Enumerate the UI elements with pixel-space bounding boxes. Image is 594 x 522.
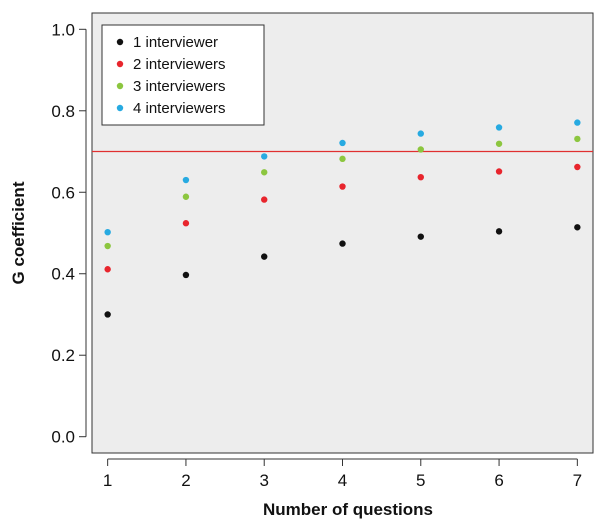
y-axis: 0.0 0.2 0.4 0.6 0.8 1.0 <box>51 20 87 447</box>
data-point-series-1-x-6 <box>495 228 503 235</box>
data-point-series-2-x-5 <box>417 173 424 181</box>
y-tick-label: 0.4 <box>51 265 75 284</box>
x-axis-title: Number of questions <box>263 500 433 519</box>
data-point-series-2-x-3 <box>261 196 268 203</box>
x-tick-label: 5 <box>416 471 425 490</box>
data-point-series-1-x-4 <box>339 240 346 247</box>
legend-box <box>101 24 265 126</box>
legend-label: 4 interviewers <box>133 100 226 117</box>
data-point-series-2-x-6 <box>495 168 503 175</box>
data-point-series-3-x-3 <box>261 169 268 176</box>
data-point-series-4-x-4 <box>339 139 346 147</box>
data-point-series-3-x-1 <box>104 242 111 250</box>
data-point-series-4-x-1 <box>104 228 111 236</box>
x-tick-label: 4 <box>338 471 347 490</box>
legend-marker <box>116 82 124 90</box>
data-point-series-3-x-6 <box>495 140 503 147</box>
x-axis: 1 2 3 4 5 6 7 <box>103 458 582 490</box>
x-tick-label: 6 <box>494 471 503 490</box>
x-tick-label: 7 <box>573 471 582 490</box>
data-point-series-1-x-1 <box>104 311 111 318</box>
legend-label: 3 interviewers <box>133 78 226 95</box>
data-point-series-2-x-2 <box>182 220 190 227</box>
data-point-series-3-x-7 <box>574 135 581 143</box>
legend-marker <box>116 38 124 46</box>
legend: 1 interviewer 2 interviewers 3 interviewer… <box>101 24 265 126</box>
data-point-series-4-x-6 <box>495 124 503 131</box>
data-point-series-1-x-5 <box>417 233 424 240</box>
x-tick-label: 3 <box>259 471 268 490</box>
data-point-series-2-x-1 <box>104 266 111 273</box>
x-tick-label: 1 <box>103 471 112 490</box>
data-point-series-4-x-7 <box>574 119 581 126</box>
data-point-series-1-x-3 <box>261 253 268 260</box>
data-point-series-1-x-2 <box>182 271 190 279</box>
data-point-series-1-x-7 <box>574 224 581 231</box>
y-tick-label: 0.6 <box>51 183 75 202</box>
x-tick-label: 2 <box>181 471 190 490</box>
y-axis-title: G coefficient <box>9 181 28 284</box>
data-point-series-3-x-4 <box>339 155 346 163</box>
data-point-series-4-x-2 <box>182 176 190 184</box>
legend-marker <box>116 104 124 112</box>
data-point-series-4-x-5 <box>417 130 424 137</box>
data-point-series-2-x-4 <box>339 183 346 190</box>
legend-marker <box>116 60 124 68</box>
data-point-series-3-x-5 <box>417 146 424 153</box>
data-point-series-2-x-7 <box>574 163 581 171</box>
legend-label: 1 interviewer <box>133 34 218 51</box>
y-tick-label: 1.0 <box>51 20 75 39</box>
y-tick-label: 0.0 <box>51 428 75 447</box>
y-tick-label: 0.8 <box>51 102 75 121</box>
legend-label: 2 interviewers <box>133 56 226 73</box>
data-point-series-3-x-2 <box>182 193 190 200</box>
data-point-series-4-x-3 <box>261 153 268 160</box>
y-tick-label: 0.2 <box>51 346 75 365</box>
